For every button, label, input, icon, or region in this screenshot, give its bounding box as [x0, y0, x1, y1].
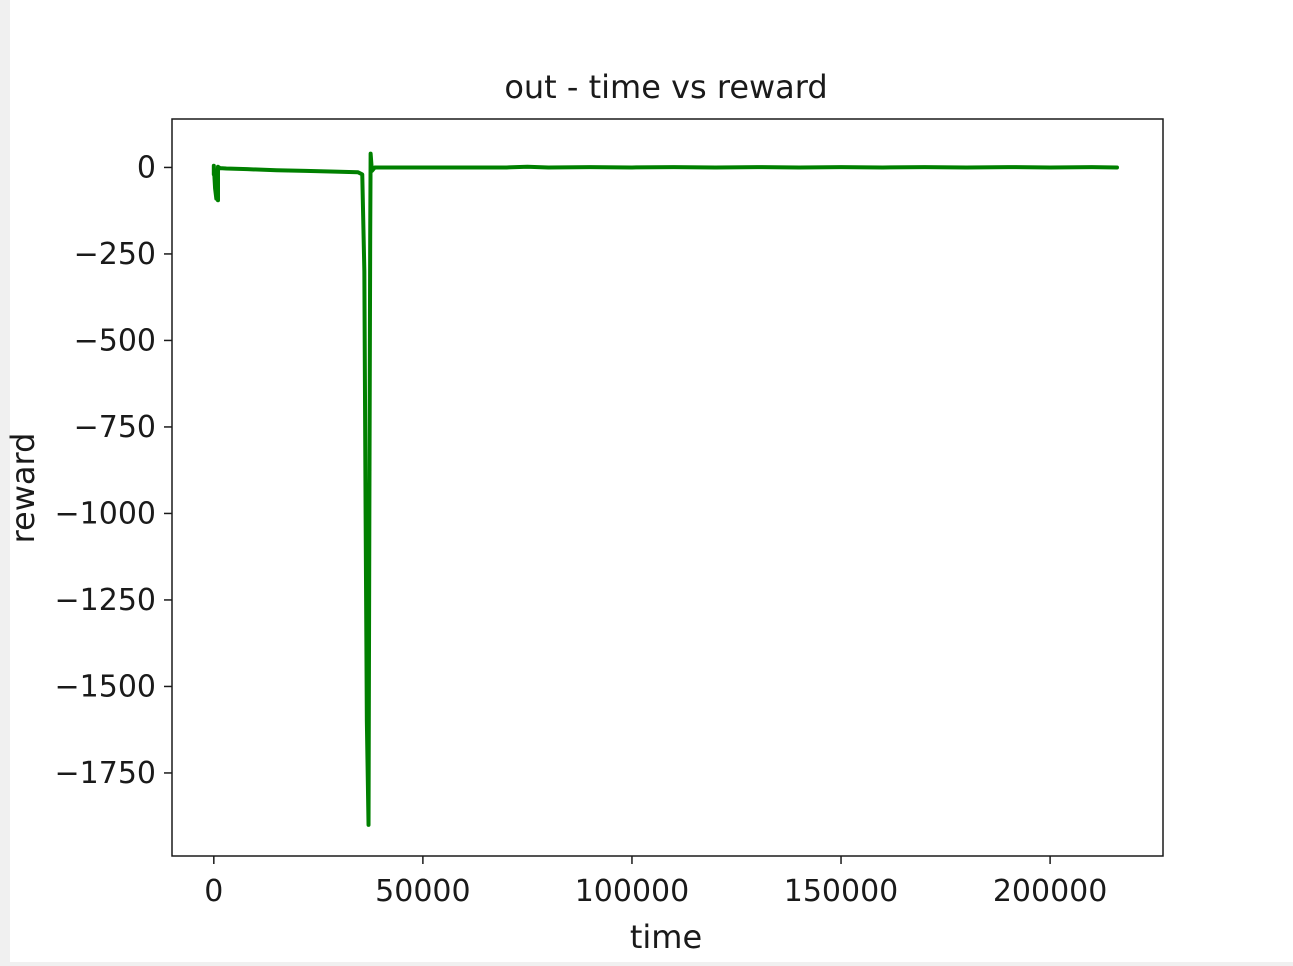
- x-axis-label: time: [630, 918, 702, 956]
- y-tick-label: −250: [74, 237, 156, 272]
- y-tick-label: −1250: [55, 583, 156, 618]
- x-tick-label: 150000: [784, 874, 899, 909]
- x-axis-ticks: 0 50000 100000 150000 200000: [204, 856, 1107, 909]
- y-tick-label: 0: [137, 150, 156, 185]
- chart-title: out - time vs reward: [504, 68, 827, 106]
- y-tick-label: −750: [74, 410, 156, 445]
- y-axis-label: reward: [4, 433, 42, 544]
- x-tick-label: 100000: [575, 874, 690, 909]
- y-tick-label: −1000: [55, 496, 156, 531]
- y-tick-label: −1500: [55, 669, 156, 704]
- series-line-0: [211, 151, 1119, 827]
- series-layer: [211, 151, 1119, 827]
- y-tick-label: −1750: [55, 756, 156, 791]
- x-tick-label: 0: [204, 874, 223, 909]
- plot-area-frame: [171, 118, 1164, 857]
- x-tick-label: 200000: [993, 874, 1108, 909]
- figure-background: [10, 0, 1293, 962]
- y-tick-label: −500: [74, 323, 156, 358]
- x-tick-label: 50000: [375, 874, 470, 909]
- y-axis-ticks: 0 −250 −500 −750 −1000 −1250 −1500 −1750: [55, 150, 172, 791]
